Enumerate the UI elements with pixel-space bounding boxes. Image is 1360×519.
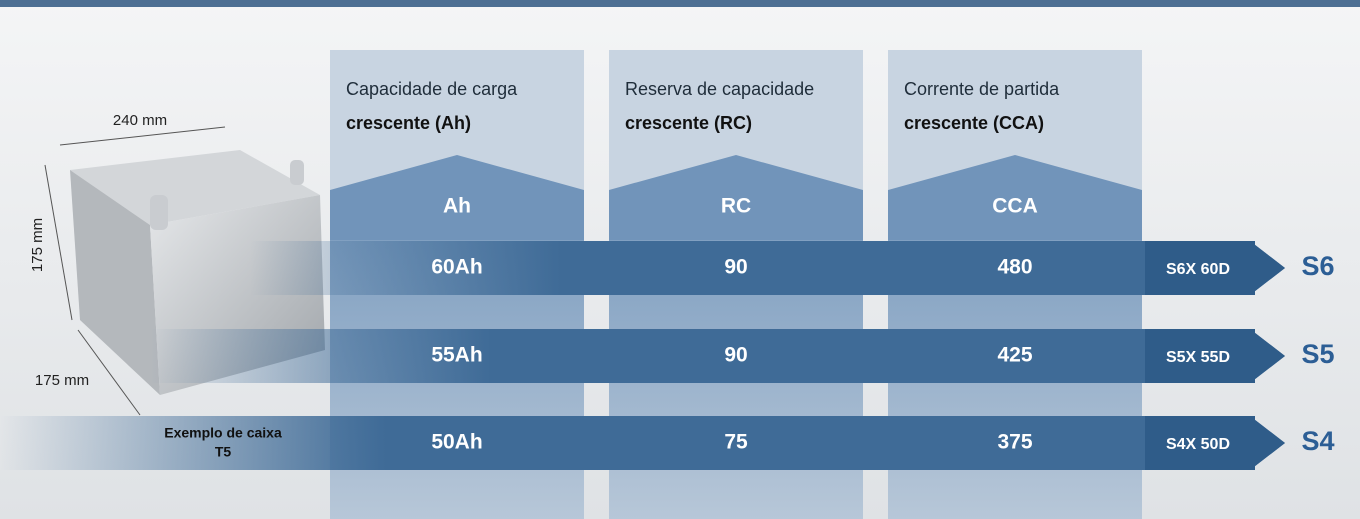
row-code: S5X 55D bbox=[1166, 349, 1230, 366]
row-code-box bbox=[1145, 241, 1255, 295]
column-chevron bbox=[888, 155, 1142, 240]
column-chevron bbox=[330, 155, 584, 240]
row-value: 480 bbox=[997, 256, 1032, 279]
row-value: 425 bbox=[997, 344, 1032, 367]
row-value: 375 bbox=[997, 431, 1032, 454]
row-value: 55Ah bbox=[431, 344, 482, 367]
row-series: S4 bbox=[1301, 426, 1334, 456]
row-series: S5 bbox=[1301, 339, 1334, 369]
row-arrow bbox=[1250, 329, 1285, 383]
row-band bbox=[250, 241, 1285, 295]
column-title: Reserva de capacidade bbox=[625, 79, 814, 99]
battery-height: 175 mm bbox=[29, 218, 46, 272]
column-unit: RC bbox=[721, 195, 751, 218]
row-code: S6X 60D bbox=[1166, 261, 1230, 278]
column-unit: Ah bbox=[443, 195, 471, 218]
battery-depth: 175 mm bbox=[35, 372, 89, 389]
row-code-box bbox=[1145, 416, 1255, 470]
battery-width: 240 mm bbox=[113, 112, 167, 129]
column-subtitle: crescente (RC) bbox=[625, 113, 752, 133]
column-subtitle: crescente (Ah) bbox=[346, 113, 471, 133]
column-subtitle: crescente (CCA) bbox=[904, 113, 1044, 133]
column-unit: CCA bbox=[992, 195, 1038, 218]
row-value: 90 bbox=[724, 344, 747, 367]
column-title: Corrente de partida bbox=[904, 79, 1060, 99]
row-arrow bbox=[1250, 241, 1285, 295]
row-series: S6 bbox=[1301, 251, 1334, 281]
top-bar bbox=[0, 0, 1360, 7]
row-value: 90 bbox=[724, 256, 747, 279]
row-band bbox=[150, 329, 1285, 383]
column-chevron bbox=[609, 155, 863, 240]
row-band bbox=[0, 416, 1285, 470]
battery-caption: T5 bbox=[215, 444, 232, 460]
row-code: S4X 50D bbox=[1166, 436, 1230, 453]
column-title: Capacidade de carga bbox=[346, 79, 518, 99]
row-code-box bbox=[1145, 329, 1255, 383]
row-arrow bbox=[1250, 416, 1285, 470]
battery-caption: Exemplo de caixa bbox=[164, 425, 282, 441]
row-value: 75 bbox=[724, 431, 748, 454]
row-value: 50Ah bbox=[431, 431, 482, 454]
row-value: 60Ah bbox=[431, 256, 482, 279]
